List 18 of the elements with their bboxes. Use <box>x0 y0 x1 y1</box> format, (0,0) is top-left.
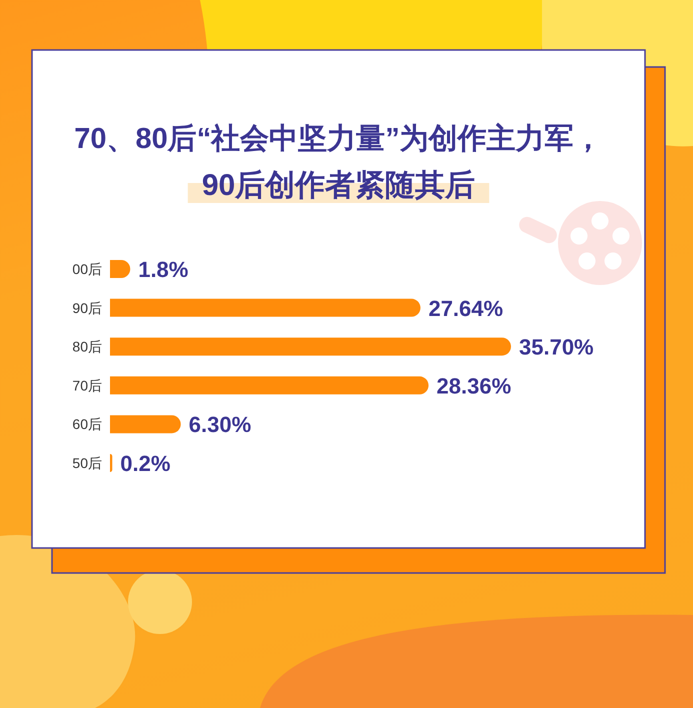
bar <box>110 338 511 356</box>
data-label: 0.2% <box>120 451 170 476</box>
bar <box>110 415 181 434</box>
data-label: 1.8% <box>138 257 188 282</box>
data-label: 27.64% <box>428 296 504 321</box>
y-tick-label: 50后 <box>72 455 102 471</box>
chart-title: 70、80后“社会中坚力量”为创作主力军， <box>74 122 603 155</box>
data-label: 35.70% <box>519 334 594 360</box>
chart-subtitle: 90后创作者紧随其后 <box>202 169 476 202</box>
y-tick-label: 80后 <box>72 338 102 355</box>
data-label: 28.36% <box>436 373 512 398</box>
bar <box>110 376 429 394</box>
y-tick-label: 60后 <box>72 416 102 432</box>
y-tick-label: 00后 <box>72 261 102 277</box>
bar <box>110 298 420 317</box>
data-label: 6.30% <box>188 412 252 438</box>
y-tick-label: 90后 <box>72 300 102 316</box>
y-tick-label: 70后 <box>72 377 102 394</box>
